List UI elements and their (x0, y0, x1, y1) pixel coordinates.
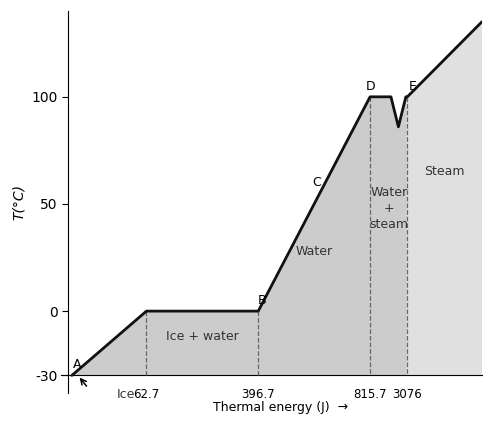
Text: Thermal energy (J)  →: Thermal energy (J) → (213, 401, 348, 414)
Text: 396.7: 396.7 (242, 388, 275, 401)
Text: D: D (365, 80, 375, 92)
Text: Water: Water (296, 245, 333, 258)
Text: Ice + water: Ice + water (166, 330, 239, 343)
Polygon shape (72, 97, 407, 375)
Text: Water
+
steam: Water + steam (369, 186, 408, 231)
Text: C: C (312, 176, 320, 189)
Polygon shape (407, 22, 482, 375)
Text: E: E (409, 80, 417, 92)
Y-axis label: T(°C): T(°C) (12, 184, 26, 220)
Text: Steam: Steam (424, 165, 465, 179)
Text: A: A (73, 358, 82, 371)
Text: B: B (258, 294, 267, 307)
Text: Ice: Ice (117, 388, 135, 401)
Text: 3076: 3076 (392, 388, 422, 401)
Text: 62.7: 62.7 (133, 388, 160, 401)
Text: 815.7: 815.7 (353, 388, 387, 401)
